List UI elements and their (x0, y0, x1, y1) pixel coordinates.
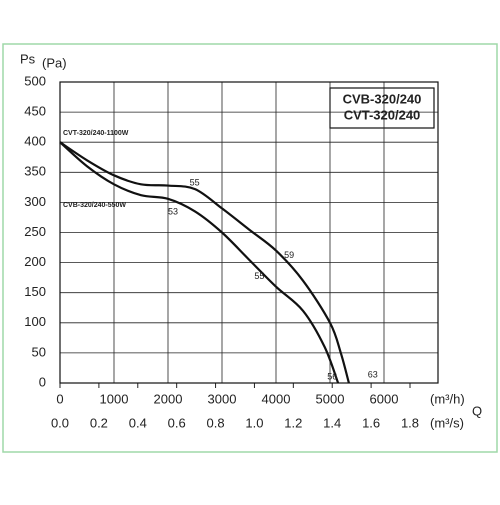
curve (59, 141, 340, 384)
x2-tick-label: 1.4 (323, 415, 341, 430)
x2-tick-label: 1.0 (245, 415, 263, 430)
y-tick-label: 300 (24, 194, 46, 209)
x-tick-label: 0 (56, 391, 63, 406)
x-tick-label: 1000 (100, 391, 129, 406)
efficiency-label: 55 (254, 271, 264, 281)
y-tick-label: 100 (24, 314, 46, 329)
x2-tick-label: 0.8 (207, 415, 225, 430)
y-tick-label: 150 (24, 284, 46, 299)
efficiency-label: 55 (190, 178, 200, 188)
x2-tick-label: 0.2 (90, 415, 108, 430)
x2-tick-label: 0.6 (168, 415, 186, 430)
frame (2, 43, 498, 453)
y-tick-label: 250 (24, 224, 46, 239)
legend-line: CVB-320/240 (343, 91, 422, 106)
x2-tick-label: 0.0 (51, 415, 69, 430)
y-tick-label: 50 (32, 344, 46, 359)
y-tick-label: 0 (39, 374, 46, 389)
x-tick-label: 2000 (154, 391, 183, 406)
y-label: Ps (20, 51, 36, 66)
x-tick-label: 5000 (316, 391, 345, 406)
legend-line: CVT-320/240 (344, 107, 421, 122)
x2-unit: (m³/s) (430, 415, 464, 430)
x2-tick-label: 1.8 (401, 415, 419, 430)
legend-box (329, 87, 435, 129)
y-unit: (Pa) (42, 55, 67, 70)
curve (59, 141, 350, 384)
y-tick-label: 200 (24, 254, 46, 269)
x2-tick-label: 1.2 (284, 415, 302, 430)
efficiency-label: 53 (168, 206, 178, 216)
efficiency-label: 56 (327, 371, 337, 381)
y-tick-label: 500 (24, 73, 46, 88)
x-unit: (m³/h) (430, 391, 465, 406)
series-label: CVT-320/240-1100W (63, 130, 129, 137)
efficiency-label: 59 (284, 250, 294, 260)
x-label: Q (472, 403, 482, 418)
y-tick-label: 350 (24, 164, 46, 179)
plot-border (59, 81, 439, 384)
x2-tick-label: 0.4 (129, 415, 147, 430)
x-tick-label: 6000 (370, 391, 399, 406)
y-tick-label: 400 (24, 134, 46, 149)
efficiency-label: 63 (368, 370, 378, 380)
y-tick-label: 450 (24, 104, 46, 119)
series-label: CVB-320/240-550W (63, 202, 126, 209)
x-tick-label: 4000 (262, 391, 291, 406)
x-tick-label: 3000 (208, 391, 237, 406)
x2-tick-label: 1.6 (362, 415, 380, 430)
